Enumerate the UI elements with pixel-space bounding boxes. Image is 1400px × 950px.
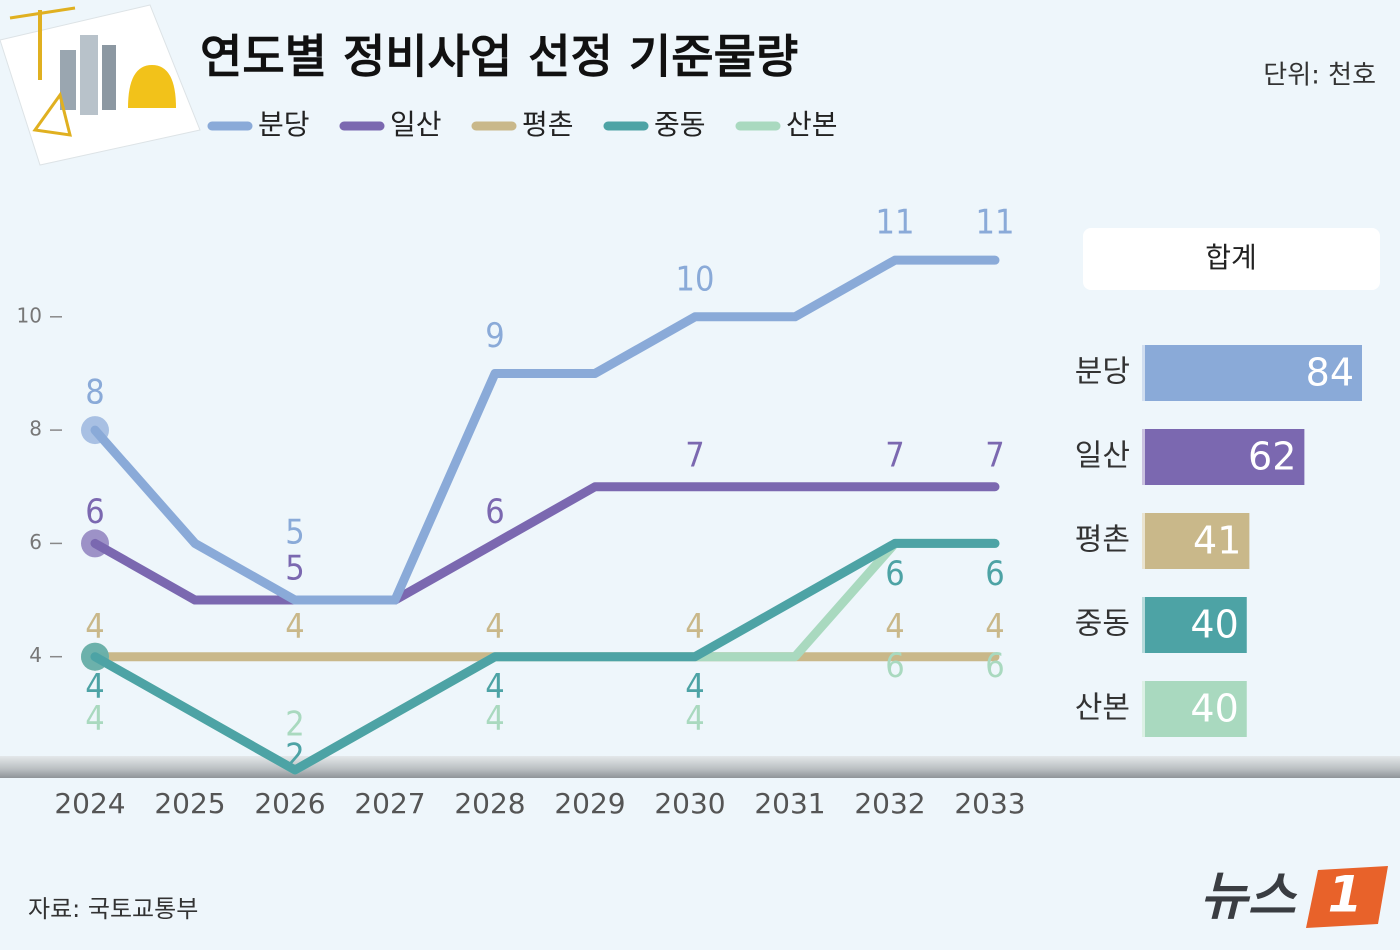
data-label: 6 [985, 554, 1004, 594]
data-label: 7 [885, 435, 904, 475]
bar-edge [1142, 597, 1145, 653]
data-label: 4 [485, 667, 504, 707]
bar [1142, 429, 1305, 485]
data-label: 6 [85, 492, 104, 532]
data-label: 4 [685, 607, 704, 647]
logo-mark: 1 [1328, 866, 1363, 924]
x-tick-label: 2029 [554, 787, 625, 820]
legend-label: 분당 [258, 108, 310, 141]
bar [1142, 513, 1250, 569]
legend-label: 중동 [654, 108, 706, 141]
data-label: 4 [685, 667, 704, 707]
start-dot [81, 529, 109, 558]
legend-label: 산본 [786, 108, 838, 141]
data-label: 4 [285, 607, 304, 647]
bar-category: 산본 [1075, 691, 1130, 726]
x-tick-label: 2025 [154, 787, 225, 820]
logo-text: 뉴스 [1200, 867, 1298, 927]
data-label: 11 [976, 203, 1015, 243]
data-label: 11 [876, 203, 915, 243]
data-label: 4 [485, 699, 504, 739]
series-line [90, 538, 1000, 775]
bar [1142, 345, 1362, 401]
total-header-box [1083, 228, 1380, 290]
x-tick-label: 2031 [754, 787, 825, 820]
bar-edge [1142, 681, 1145, 737]
bar-value: 84 [1306, 351, 1354, 395]
bar-category: 분당 [1075, 355, 1130, 390]
data-label: 5 [285, 549, 304, 589]
y-tick-label: 10 [17, 303, 42, 327]
data-label: 8 [85, 373, 104, 413]
data-label: 4 [985, 607, 1004, 647]
data-label: 4 [85, 607, 104, 647]
data-label: 7 [685, 435, 704, 475]
x-tick-label: 2032 [854, 787, 925, 820]
bar-value: 40 [1190, 687, 1238, 731]
data-label: 4 [685, 699, 704, 739]
logo: 뉴스 1 [1200, 866, 1388, 928]
total-title: 합계 [1205, 241, 1257, 274]
y-tick-label: 4 [29, 643, 42, 667]
x-tick-label: 2027 [354, 787, 425, 820]
logo-badge [1306, 866, 1388, 928]
y-tick-label: 8 [29, 417, 42, 441]
bar-category: 평촌 [1075, 523, 1130, 558]
data-label: 5 [285, 513, 304, 553]
bar-category: 일산 [1075, 439, 1130, 474]
header-illustration [0, 4, 201, 166]
bar-edge [1142, 345, 1145, 401]
data-label: 9 [485, 316, 504, 356]
legend-label: 일산 [390, 108, 442, 141]
x-tick-label: 2028 [454, 787, 525, 820]
bar-edge [1142, 429, 1145, 485]
start-dot [81, 416, 109, 445]
data-label: 4 [85, 667, 104, 707]
data-label: 10 [676, 259, 715, 299]
bar-value: 41 [1193, 519, 1241, 563]
data-label: 2 [285, 705, 304, 745]
bar [1142, 597, 1247, 653]
bar-edge [1142, 513, 1145, 569]
data-label: 2 [285, 737, 304, 777]
x-tick-label: 2033 [954, 787, 1025, 820]
bar-category: 중동 [1075, 607, 1130, 642]
data-label: 6 [885, 646, 904, 686]
data-label: 7 [985, 435, 1004, 475]
y-tick-label: 6 [29, 530, 42, 554]
unit-label: 단위: 천호 [1263, 61, 1376, 91]
data-label: 4 [85, 699, 104, 739]
legend-label: 평촌 [522, 108, 574, 141]
bar-value: 40 [1190, 603, 1238, 647]
data-label: 6 [485, 492, 504, 532]
data-label: 4 [485, 607, 504, 647]
data-label: 4 [885, 607, 904, 647]
bar-value: 62 [1248, 435, 1296, 479]
x-tick-label: 2030 [654, 787, 725, 820]
bar [1142, 681, 1247, 737]
data-label: 6 [885, 554, 904, 594]
series-line [90, 255, 1000, 605]
x-tick-label: 2026 [254, 787, 325, 820]
data-label: 6 [985, 646, 1004, 686]
start-dot [81, 642, 109, 671]
ground-band [0, 756, 1400, 778]
series-line [90, 482, 1000, 605]
chart-title: 연도별 정비사업 선정 기준물량 [200, 30, 798, 84]
source: 자료: 국토교통부 [28, 895, 198, 923]
x-tick-label: 2024 [54, 787, 125, 820]
